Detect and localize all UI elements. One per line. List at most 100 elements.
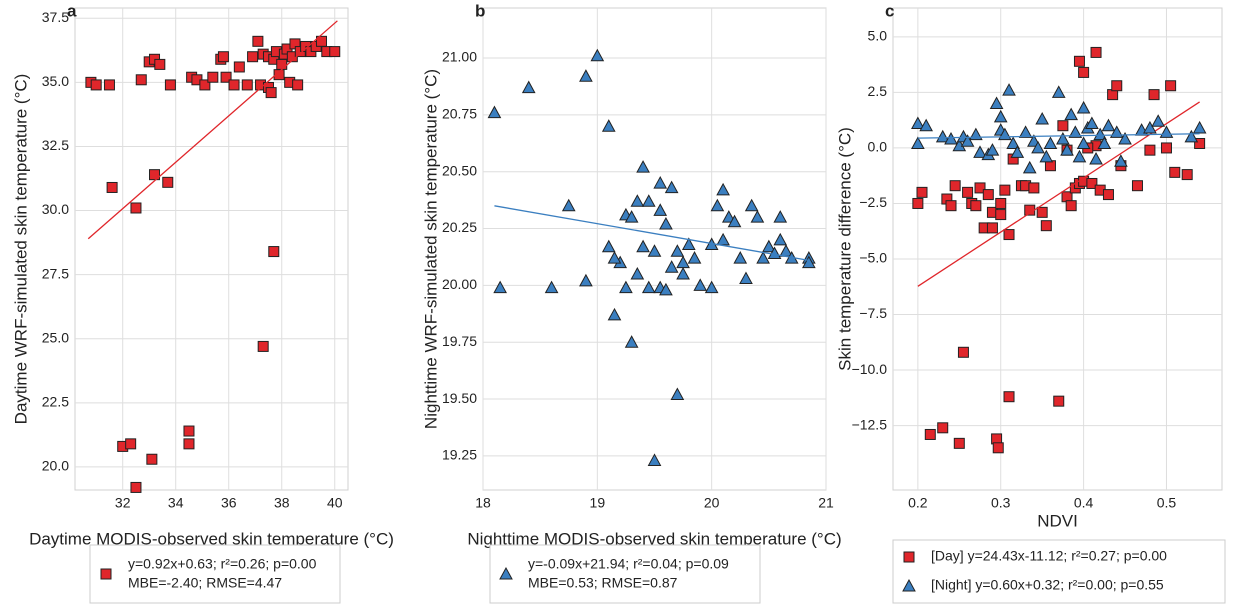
y-tick-label: 27.5 (42, 265, 69, 281)
data-point (999, 184, 1011, 196)
data-point (1003, 391, 1015, 403)
data-point (919, 118, 933, 132)
data-point (1192, 120, 1207, 134)
data-point (953, 437, 965, 449)
data-point (228, 79, 240, 91)
y-axis-label: Skin temperature difference (°C) (835, 127, 854, 371)
y-tick-label: 35.0 (42, 73, 69, 89)
data-point (265, 87, 277, 99)
x-tick-label: 0.2 (908, 495, 928, 511)
data-point (911, 136, 925, 149)
data-point (995, 197, 1007, 209)
legend-marker (902, 578, 916, 592)
data-point (664, 180, 679, 194)
data-point (716, 182, 730, 196)
data-point (220, 71, 232, 83)
x-tick-label: 0.3 (991, 495, 1011, 511)
data-point (1089, 151, 1103, 165)
data-point (993, 109, 1008, 123)
data-point (982, 189, 994, 201)
data-point (1072, 149, 1087, 163)
data-point (767, 246, 782, 260)
x-tick-label: 20 (704, 495, 720, 511)
data-point (1064, 107, 1079, 121)
fit-line (917, 133, 1200, 139)
x-tick-label: 38 (274, 495, 290, 511)
legend-label: [Day] y=24.43x-11.12; r²=0.27; p=0.00 (931, 548, 1167, 564)
x-tick-label: 36 (221, 495, 237, 511)
data-point (681, 237, 696, 250)
y-tick-label: 20.00 (442, 276, 477, 292)
data-point (1086, 177, 1098, 189)
data-point (268, 246, 280, 258)
data-point (624, 210, 639, 223)
data-point (1093, 127, 1108, 141)
data-point (207, 71, 219, 83)
data-point (90, 79, 102, 91)
x-tick-label: 34 (168, 495, 184, 511)
data-point (647, 244, 662, 257)
data-point (1111, 80, 1123, 92)
legend-note: MBE=-2.40; RMSE=4.47 (128, 575, 282, 591)
data-point (1043, 136, 1058, 149)
data-point (1076, 136, 1091, 149)
y-axis-label: Nighttime WRF-simulated skin temperature… (421, 69, 440, 429)
y-tick-label: 19.25 (442, 447, 477, 463)
data-point (710, 198, 725, 212)
y-tick-label: 30.0 (42, 201, 69, 217)
data-point (1194, 137, 1206, 149)
data-point (911, 116, 925, 130)
data-point (630, 266, 645, 280)
x-tick-label: 32 (115, 495, 131, 511)
data-point (739, 271, 753, 285)
data-point (935, 129, 950, 143)
data-point (985, 143, 1000, 156)
data-point (590, 48, 605, 62)
x-axis-label: NDVI (1037, 511, 1078, 530)
data-point (659, 216, 673, 230)
legend-label: y=0.92x+0.63; r²=0.26; p=0.00 (128, 556, 317, 572)
data-point (579, 69, 593, 82)
legend-marker (903, 551, 915, 563)
x-tick-label: 0.4 (1074, 495, 1094, 511)
data-point (641, 280, 656, 294)
data-point (130, 202, 142, 214)
data-point (1076, 100, 1091, 114)
data-point (624, 335, 639, 348)
data-point (647, 453, 662, 466)
data-point (693, 278, 708, 291)
data-point (995, 209, 1007, 221)
data-point (601, 239, 616, 253)
data-point (670, 244, 685, 257)
data-point (292, 79, 304, 91)
data-point (1169, 166, 1181, 178)
data-point (916, 186, 928, 198)
x-axis-label: Nighttime MODIS-observed skin temperatur… (467, 529, 841, 548)
y-tick-label: 32.5 (42, 137, 69, 153)
legend-note: MBE=0.53; RMSE=0.87 (528, 575, 678, 591)
data-point (676, 266, 690, 280)
y-tick-label: −10.0 (852, 361, 888, 377)
data-point (773, 232, 788, 246)
data-point (1056, 132, 1070, 145)
data-point (146, 453, 158, 465)
data-point (970, 200, 982, 212)
data-point (962, 186, 974, 198)
legend-marker (499, 566, 513, 580)
data-point (247, 51, 259, 63)
data-point (601, 119, 616, 132)
data-point (1060, 143, 1074, 156)
fit-line (87, 20, 338, 240)
data-point (974, 182, 986, 194)
data-point (659, 282, 673, 296)
data-point (664, 260, 679, 273)
data-point (944, 132, 958, 145)
data-point (670, 387, 685, 401)
data-point (773, 210, 788, 223)
data-point (1035, 112, 1050, 125)
data-point (1031, 140, 1045, 154)
data-point (1085, 116, 1099, 130)
x-tick-label: 18 (475, 495, 491, 511)
data-point (1160, 142, 1172, 154)
